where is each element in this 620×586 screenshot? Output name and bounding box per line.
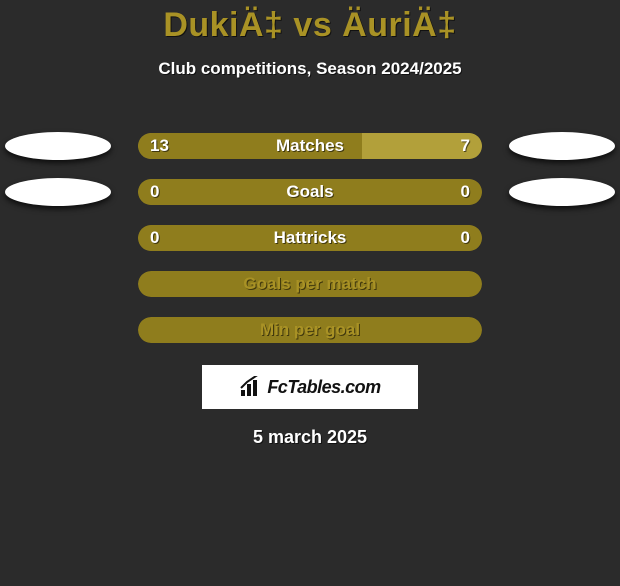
bar-chart-icon [239, 376, 263, 398]
stat-pill-bg [138, 271, 482, 297]
page-title: DukiÄ‡ vs ÄuriÄ‡ [0, 6, 620, 45]
stat-row: Matches137 [0, 123, 620, 169]
stat-pill: Min per goal [138, 317, 482, 343]
stat-row: Hattricks00 [0, 215, 620, 261]
stats-container: Matches137Goals00Hattricks00 Goals per ma… [0, 123, 620, 353]
stat-fill-left [138, 179, 310, 205]
player-right-badge [509, 178, 615, 206]
stat-fill-left [138, 133, 362, 159]
footer-date: 5 march 2025 [0, 427, 620, 448]
player-right-badge [509, 132, 615, 160]
stat-row: Goals per match [0, 261, 620, 307]
stat-pill-bg [138, 317, 482, 343]
stat-pill: Goals per match [138, 271, 482, 297]
stat-row: Goals00 [0, 169, 620, 215]
brand-logo: FcTables.com [202, 365, 418, 409]
stat-fill-right [310, 225, 482, 251]
brand-logo-text: FcTables.com [267, 377, 380, 398]
stat-row: Min per goal [0, 307, 620, 353]
stat-fill-right [310, 179, 482, 205]
stat-pill: Hattricks [138, 225, 482, 251]
page-subtitle: Club competitions, Season 2024/2025 [0, 59, 620, 79]
stat-pill: Goals [138, 179, 482, 205]
stat-fill-right [362, 133, 482, 159]
player-left-badge [5, 132, 111, 160]
stat-pill: Matches [138, 133, 482, 159]
stat-fill-left [138, 225, 310, 251]
player-left-badge [5, 178, 111, 206]
